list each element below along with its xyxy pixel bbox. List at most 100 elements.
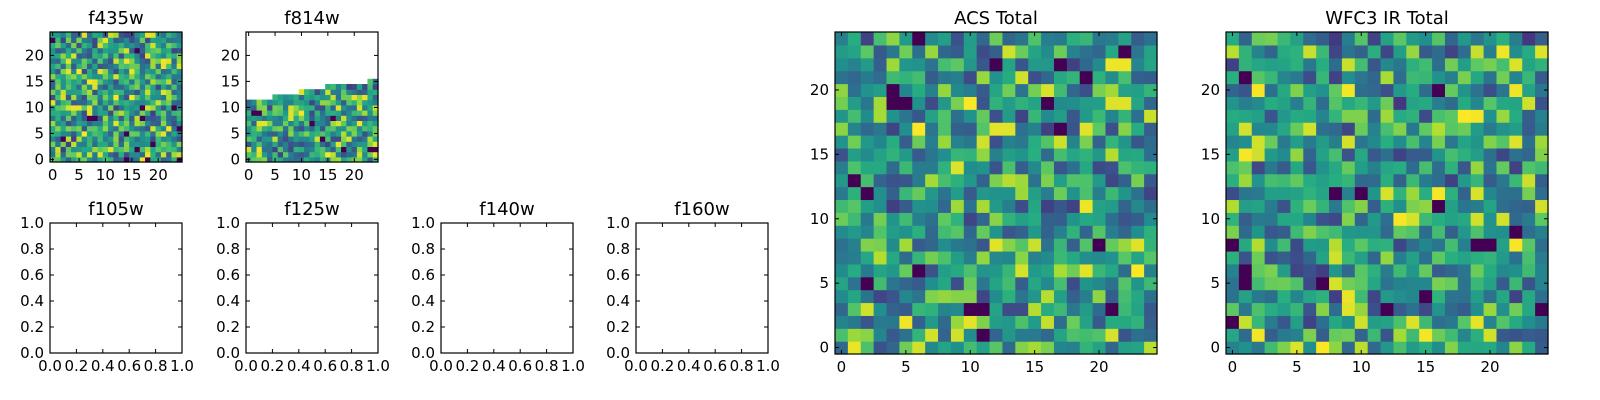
heatmap-cell xyxy=(298,125,305,132)
heatmap-cell xyxy=(356,94,363,101)
heatmap-cell xyxy=(976,250,991,265)
heatmap-cell xyxy=(1226,135,1240,149)
heatmap-cell xyxy=(1015,96,1029,110)
heatmap-cell xyxy=(50,125,56,132)
heatmap-cell xyxy=(1496,109,1510,123)
heatmap-cell xyxy=(1393,212,1407,226)
heatmap-cell xyxy=(341,84,347,90)
heatmap-cell xyxy=(118,78,125,85)
heatmap-cell xyxy=(113,32,120,38)
heatmap-cell xyxy=(925,83,939,97)
heatmap-cell xyxy=(1316,44,1330,59)
heatmap-cell xyxy=(1290,289,1304,304)
heatmap-cell xyxy=(1341,250,1356,265)
heatmap-cell xyxy=(1367,212,1382,226)
heatmap-cell xyxy=(1522,186,1536,201)
heatmap-cell xyxy=(860,315,875,329)
heatmap-cell xyxy=(1105,315,1119,329)
heatmap-cell xyxy=(129,89,136,95)
heatmap-cell xyxy=(113,37,120,43)
heatmap-cell xyxy=(171,125,178,132)
heatmap-cell xyxy=(150,42,157,49)
heatmap-cell xyxy=(1483,109,1498,123)
heatmap-cell xyxy=(1118,186,1132,201)
heatmap-cell xyxy=(1329,135,1343,149)
heatmap-cell xyxy=(925,173,939,188)
heatmap-cell xyxy=(1406,276,1420,291)
heatmap-cell xyxy=(1419,109,1433,123)
heatmap-cell xyxy=(367,99,374,106)
heatmap-cell xyxy=(60,58,67,64)
heatmap-cell xyxy=(92,94,99,101)
heatmap-cell xyxy=(160,63,167,69)
heatmap-cell xyxy=(1393,70,1407,85)
heatmap-cell xyxy=(139,78,146,85)
heatmap-cell xyxy=(1015,173,1029,188)
heatmap-cell xyxy=(1251,83,1266,97)
heatmap-cell xyxy=(108,52,114,59)
heatmap-cell xyxy=(1367,147,1382,162)
heatmap-cell xyxy=(1131,44,1145,59)
heatmap-cell xyxy=(963,289,978,304)
heatmap-cell xyxy=(873,263,888,278)
heatmap-cell xyxy=(113,89,120,95)
heatmap-cell xyxy=(304,130,310,137)
heatmap-cell xyxy=(912,147,926,162)
heatmap-cell xyxy=(1535,32,1549,46)
heatmap-cell xyxy=(65,73,72,80)
heatmap-cell xyxy=(1251,109,1266,123)
heatmap-cell xyxy=(81,47,88,54)
heatmap-cell xyxy=(1290,212,1304,226)
heatmap-cell xyxy=(1277,212,1291,226)
heatmap-cell xyxy=(963,122,978,136)
heatmap-cell xyxy=(71,78,77,85)
heatmap-cell xyxy=(847,57,862,72)
heatmap-cell xyxy=(166,73,173,80)
heatmap-cell xyxy=(65,151,72,158)
heatmap-cell xyxy=(92,136,99,142)
heatmap-cell xyxy=(288,151,295,158)
heatmap-cell xyxy=(256,146,263,153)
heatmap-cell xyxy=(860,302,875,316)
heatmap-cell xyxy=(1028,32,1042,46)
heatmap-cell xyxy=(139,84,146,90)
heatmap-cell xyxy=(1251,263,1266,278)
heatmap-cell xyxy=(139,32,146,38)
heatmap-cell xyxy=(129,130,136,137)
heatmap-cell xyxy=(155,42,162,49)
heatmap-cell xyxy=(97,156,104,163)
heatmap-cell xyxy=(150,32,157,38)
heatmap-cell xyxy=(1290,135,1304,149)
heatmap-cell xyxy=(847,70,862,85)
heatmap-cell xyxy=(304,141,310,147)
heatmap-cell xyxy=(97,151,104,158)
heatmap-cell xyxy=(362,99,369,106)
heatmap-cell xyxy=(1238,109,1253,123)
heatmap-cell xyxy=(1483,302,1498,316)
heatmap-cell xyxy=(150,104,157,111)
heatmap-cell xyxy=(367,151,374,158)
heatmap-cell xyxy=(261,125,268,132)
heatmap-cell xyxy=(912,70,926,85)
heatmap-cell xyxy=(1444,225,1459,239)
heatmap-cell xyxy=(92,89,99,95)
heatmap-cell xyxy=(97,47,104,54)
heatmap-cell xyxy=(1238,122,1253,136)
heatmap-cell xyxy=(976,70,991,85)
heatmap-cell xyxy=(873,250,888,265)
heatmap-cell xyxy=(1432,32,1446,46)
heatmap-cell xyxy=(293,104,300,111)
heatmap-cell xyxy=(1015,250,1029,265)
heatmap-cell xyxy=(1015,83,1029,97)
heatmap-cell xyxy=(261,136,268,142)
heatmap-cell xyxy=(1238,276,1253,291)
heatmap-cell xyxy=(1264,341,1279,355)
heatmap-cell xyxy=(1483,135,1498,149)
heatmap-cell xyxy=(288,99,295,106)
heatmap-cell xyxy=(325,136,332,142)
heatmap-cell xyxy=(108,63,114,69)
heatmap-cell xyxy=(351,89,358,95)
heatmap-cell xyxy=(835,44,849,59)
axes-frame xyxy=(245,222,379,354)
heatmap-cell xyxy=(97,120,104,127)
